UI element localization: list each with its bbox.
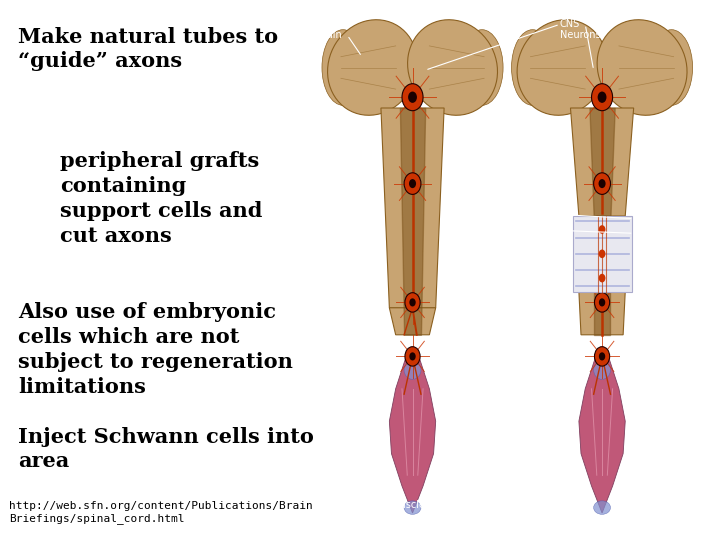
Circle shape [595, 347, 610, 366]
Text: CNS
Neurons: CNS Neurons [560, 19, 600, 40]
Ellipse shape [593, 361, 611, 379]
Circle shape [405, 293, 420, 312]
Ellipse shape [593, 501, 611, 514]
Ellipse shape [597, 20, 687, 115]
Text: Severed
Spinal
Cord: Severed Spinal Cord [667, 234, 707, 268]
Circle shape [598, 179, 606, 188]
Circle shape [593, 173, 611, 194]
Circle shape [410, 298, 415, 307]
Text: Also use of embryonic
cells which are not
subject to regeneration
limitations: Also use of embryonic cells which are no… [18, 302, 293, 397]
Circle shape [402, 84, 423, 111]
Text: Growth factor
releasing glue: Growth factor releasing glue [459, 235, 528, 256]
Circle shape [599, 225, 606, 234]
Text: PNS
neuron: PNS neuron [522, 364, 557, 386]
Text: http://web.sfn.org/content/Publications/Brain
Briefings/spinal_cord.html: http://web.sfn.org/content/Publications/… [9, 501, 312, 524]
Circle shape [408, 91, 417, 103]
Circle shape [410, 352, 415, 361]
Ellipse shape [404, 361, 421, 379]
Polygon shape [390, 308, 436, 335]
Circle shape [595, 293, 610, 312]
Polygon shape [570, 108, 634, 216]
Polygon shape [579, 292, 625, 335]
Circle shape [598, 91, 606, 103]
Polygon shape [572, 216, 631, 292]
Text: peripheral grafts
containing
support cells and
cut axons: peripheral grafts containing support cel… [60, 151, 262, 246]
Text: Gray matter: Gray matter [495, 206, 554, 215]
Circle shape [592, 84, 613, 111]
Ellipse shape [408, 20, 498, 115]
Text: Muscle: Muscle [392, 500, 426, 510]
Polygon shape [381, 108, 444, 308]
Polygon shape [579, 356, 625, 513]
Text: Make natural tubes to
“guide” axons: Make natural tubes to “guide” axons [18, 27, 278, 71]
Ellipse shape [404, 501, 421, 514]
Ellipse shape [517, 20, 607, 115]
Circle shape [404, 173, 421, 194]
Text: Spinal
Cord: Spinal Cord [303, 224, 333, 246]
Text: Brain: Brain [315, 30, 341, 40]
Ellipse shape [322, 30, 364, 105]
Ellipse shape [328, 20, 418, 115]
Polygon shape [390, 356, 436, 513]
Ellipse shape [650, 30, 693, 105]
Text: Transplanted
nerve grafts: Transplanted nerve grafts [459, 257, 522, 278]
Ellipse shape [511, 30, 554, 105]
Circle shape [599, 274, 606, 282]
Circle shape [409, 179, 416, 188]
Circle shape [599, 249, 606, 258]
Circle shape [405, 347, 420, 366]
Circle shape [599, 352, 606, 361]
Text: White matter: White matter [495, 223, 559, 233]
Ellipse shape [461, 30, 503, 105]
Circle shape [599, 298, 606, 307]
Text: Inject Schwann cells into
area: Inject Schwann cells into area [18, 427, 314, 471]
